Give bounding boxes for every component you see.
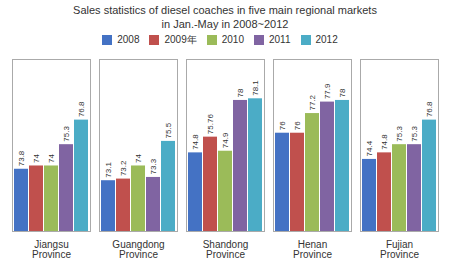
- svg-text:75.76: 75.76: [206, 114, 215, 135]
- svg-text:75.3: 75.3: [395, 126, 404, 142]
- html-text:2010: 2010: [221, 34, 244, 45]
- svg-text:74: 74: [32, 154, 41, 163]
- svg-text:76: 76: [278, 121, 287, 130]
- html-text:2009年: 2009年: [164, 33, 197, 45]
- svg-text:75.3: 75.3: [62, 126, 71, 142]
- svg-text:77.9: 77.9: [323, 83, 332, 99]
- svg-text:ShandongProvince: ShandongProvince: [203, 239, 249, 260]
- svg-text:74.8: 74.8: [191, 134, 200, 150]
- html-text:2008: 2008: [117, 34, 140, 45]
- svg-text:76.8: 76.8: [77, 101, 86, 117]
- svg-text:76: 76: [293, 121, 302, 130]
- svg-text:78: 78: [338, 88, 347, 97]
- html-text:2012: 2012: [315, 34, 338, 45]
- html-text:in Jan.-May in 2008~2012: in Jan.-May in 2008~2012: [161, 18, 289, 30]
- svg-text:73.1: 73.1: [104, 162, 113, 178]
- html-text:2011: 2011: [269, 34, 291, 45]
- svg-text:HenanProvince: HenanProvince: [293, 239, 332, 260]
- svg-text:78.1: 78.1: [251, 80, 260, 96]
- svg-text:73.3: 73.3: [149, 158, 158, 174]
- html-text:Sales statistics of diesel coa: Sales statistics of diesel coaches in fi…: [73, 4, 377, 16]
- svg-text:74: 74: [134, 154, 143, 163]
- svg-text:74: 74: [47, 154, 56, 163]
- svg-text:76.8: 76.8: [425, 101, 434, 117]
- svg-text:78: 78: [236, 88, 245, 97]
- svg-text:74.8: 74.8: [380, 134, 389, 150]
- svg-text:75.3: 75.3: [410, 126, 419, 142]
- svg-text:FujianProvince: FujianProvince: [380, 239, 419, 260]
- svg-text:GuangdongProvince: GuangdongProvince: [112, 239, 164, 260]
- svg-text:77.2: 77.2: [308, 94, 317, 110]
- svg-text:74.4: 74.4: [365, 140, 374, 156]
- svg-text:75.5: 75.5: [164, 122, 173, 138]
- svg-text:JiangsuProvince: JiangsuProvince: [32, 239, 71, 260]
- svg-text:73.8: 73.8: [17, 150, 26, 166]
- svg-text:73.2: 73.2: [119, 160, 128, 176]
- svg-text:74.9: 74.9: [221, 132, 230, 148]
